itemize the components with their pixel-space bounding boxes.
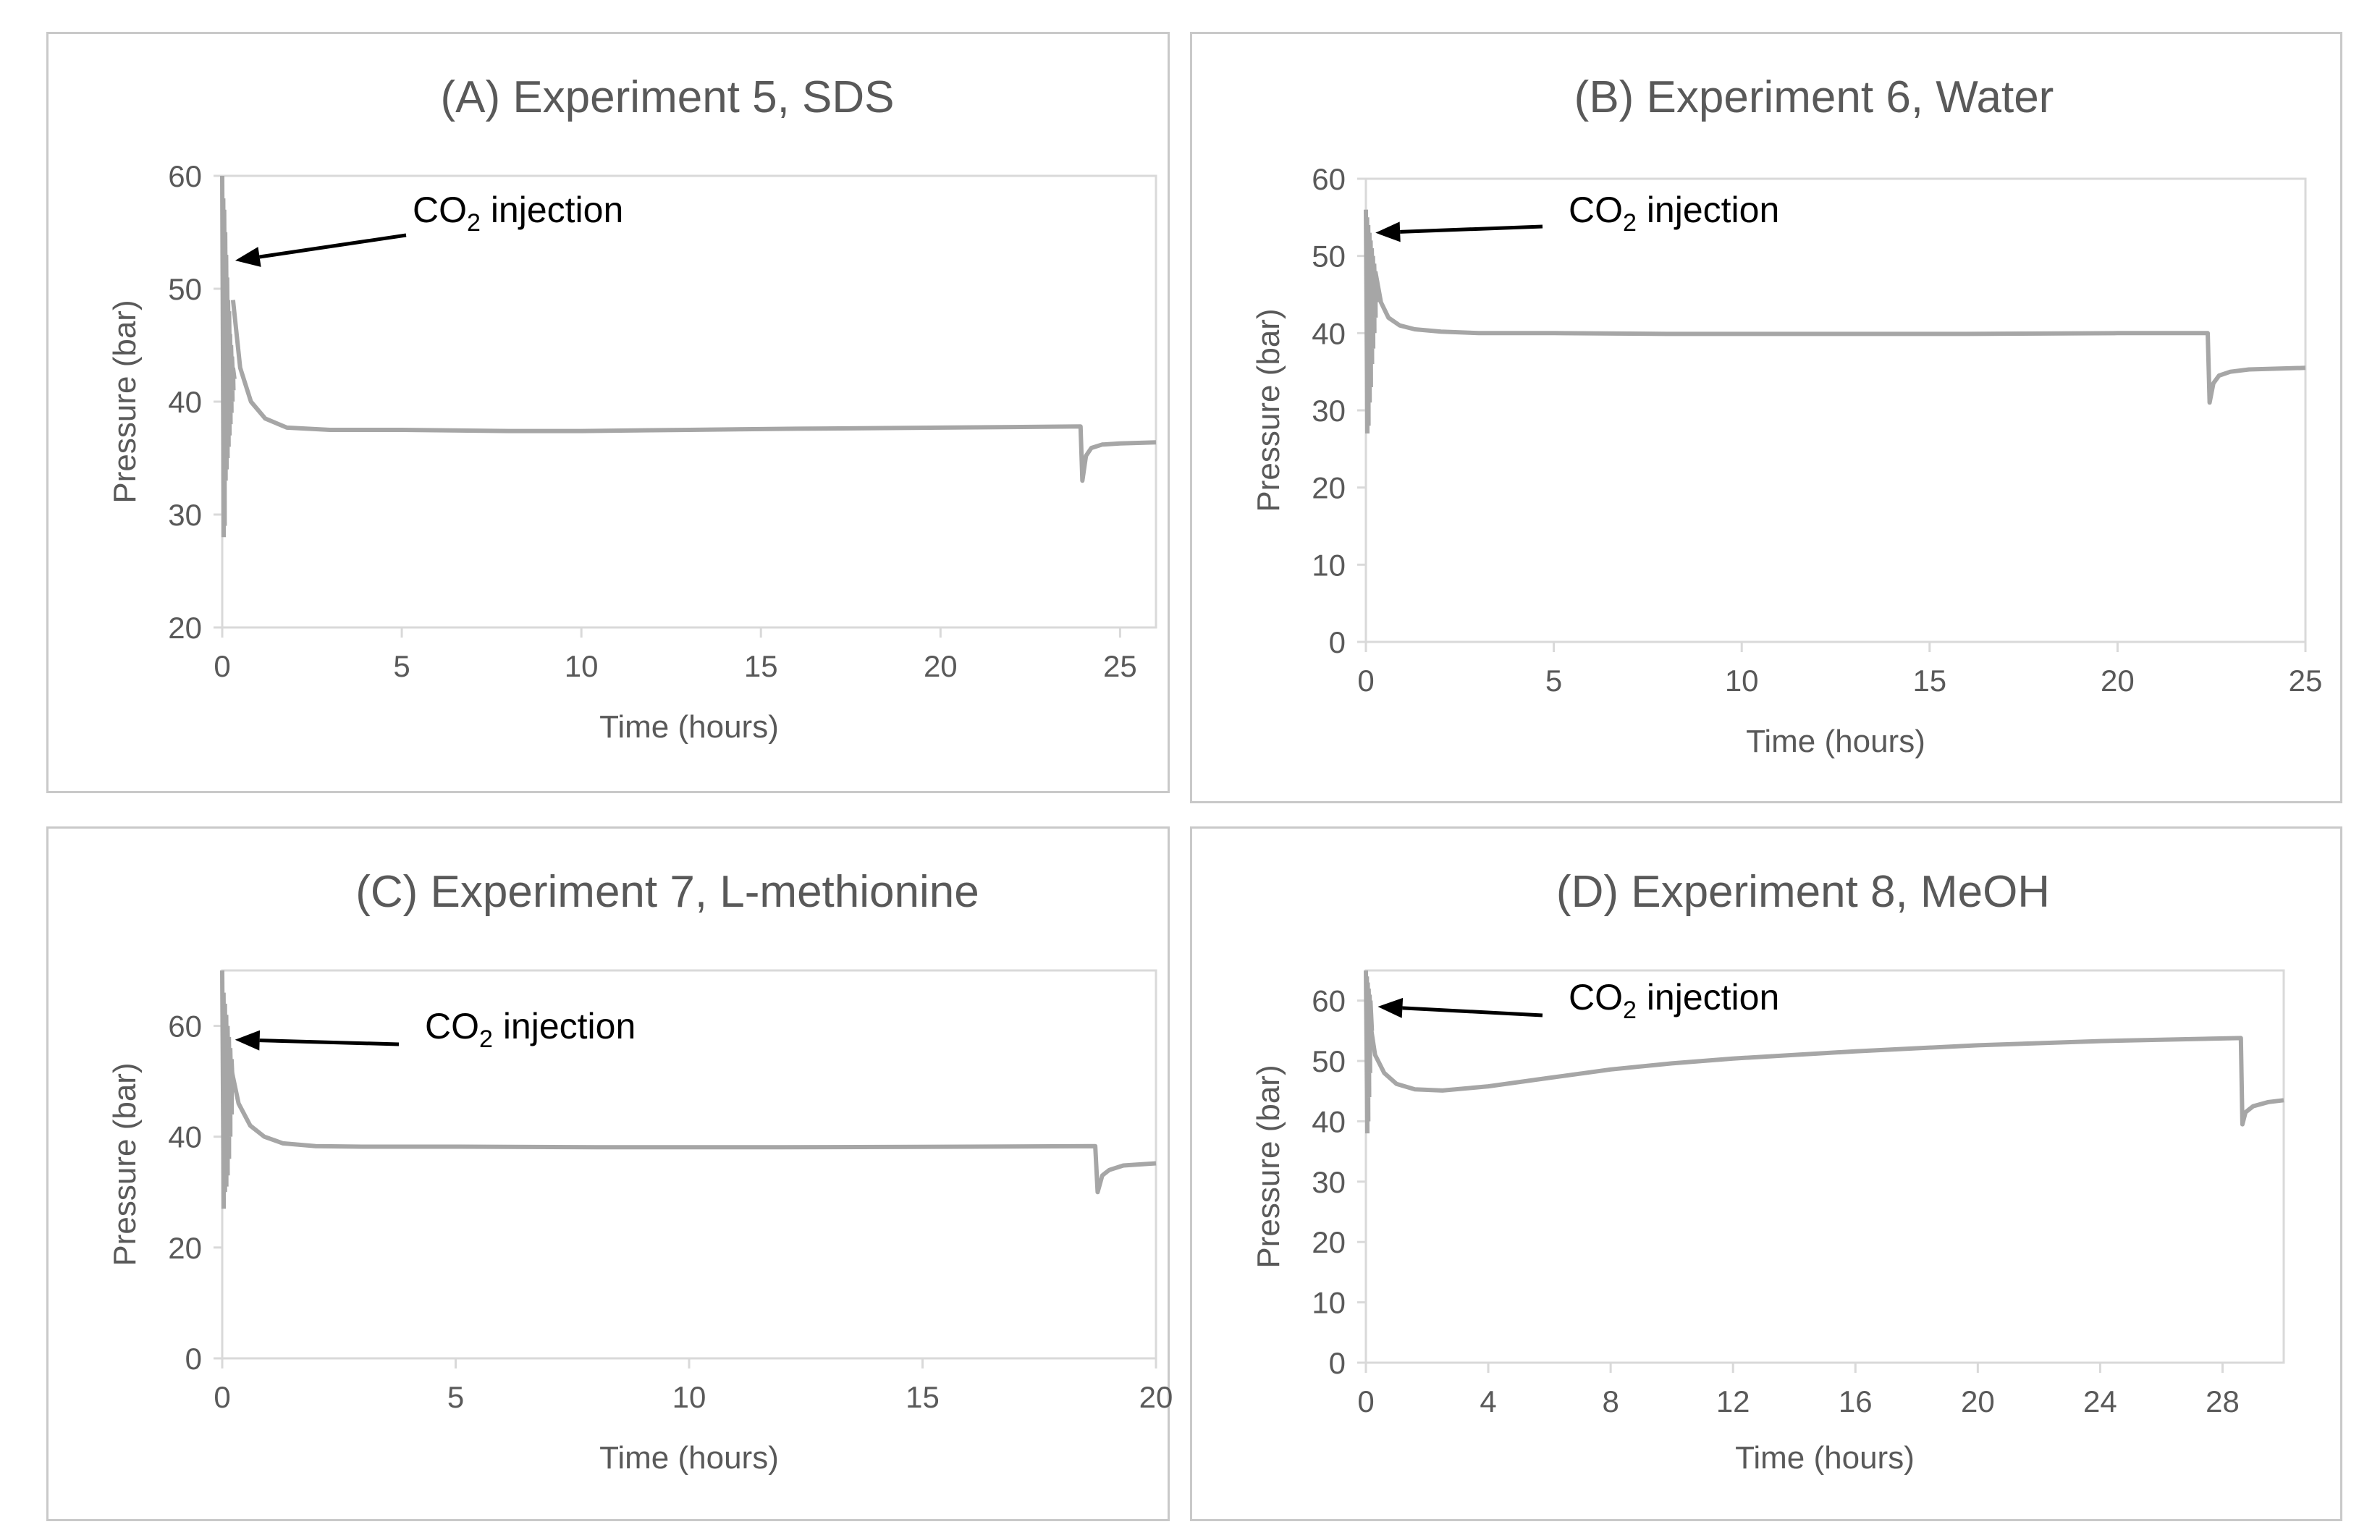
annotation-label-b: CO2 injection	[1569, 190, 1779, 237]
x-tick-label: 25	[1103, 649, 1137, 683]
y-tick-label: 0	[1329, 625, 1346, 659]
x-tick-label: 10	[565, 649, 599, 683]
x-tick-label: 20	[924, 649, 958, 683]
y-tick-label: 20	[1312, 471, 1346, 505]
x-tick-label: 15	[1912, 664, 1946, 698]
y-tick-label: 10	[1312, 1286, 1346, 1320]
chart-a: (A) Experiment 5, SDS 20 30 40 50 60 0 5 10 15 20 2…	[107, 72, 1157, 745]
chart-title-d: (D) Experiment 8, MeOH	[1556, 867, 2050, 917]
plot-area-d	[1364, 969, 2285, 1364]
x-axis-label-c: Time (hours)	[599, 1440, 779, 1476]
x-tick-label: 0	[214, 1380, 230, 1414]
injection-spikes-a	[220, 175, 237, 538]
y-tick-label: 40	[168, 1120, 202, 1154]
y-tick-label: 20	[1312, 1225, 1346, 1259]
y-axis-label-b: Pressure (bar)	[1251, 308, 1286, 512]
y-tick-label: 50	[168, 272, 202, 306]
chart-b: (B) Experiment 6, Water 0 10 20 30 40 50 60 0 5 10…	[1251, 72, 2323, 759]
x-tick-label: 20	[2101, 664, 2135, 698]
annotation-arrow-c	[259, 1038, 400, 1046]
chart-panel-a: (A) Experiment 5, SDS 20 30 40 50 60 0 5 10 15 20 2…	[46, 32, 1170, 793]
plot-area-b	[1364, 177, 2307, 643]
annotation-arrow-a	[259, 233, 407, 259]
annotation-label-a: CO2 injection	[413, 190, 623, 237]
x-tick-label: 15	[906, 1380, 940, 1414]
x-tick-label: 5	[1545, 664, 1562, 698]
chart-panel-d: (D) Experiment 8, MeOH 0 10 20 30 40 50 60 0 4 8 12…	[1190, 826, 2342, 1521]
series-line-c	[229, 1070, 1157, 1195]
annotation-label-d: CO2 injection	[1569, 977, 1779, 1024]
x-tick-label: 0	[1357, 664, 1374, 698]
x-tick-label: 10	[672, 1380, 706, 1414]
x-tick-label: 8	[1602, 1384, 1619, 1418]
annotation-arrowhead-b	[1375, 221, 1401, 242]
y-tick-label: 20	[168, 1231, 202, 1265]
y-axis-label-a: Pressure (bar)	[107, 300, 143, 503]
annotation-arrow-d	[1402, 1006, 1543, 1018]
y-axis-label-d: Pressure (bar)	[1251, 1065, 1286, 1268]
chart-panel-b: (B) Experiment 6, Water 0 10 20 30 40 50 60 0 5 10…	[1190, 32, 2342, 803]
y-axis-label-c: Pressure (bar)	[107, 1062, 143, 1266]
x-tick-label: 12	[1716, 1384, 1750, 1418]
annotation-arrowhead-c	[235, 1030, 261, 1051]
y-tick-label: 60	[1312, 984, 1346, 1018]
chart-c: (C) Experiment 7, L-methionine 0 20 40 60 0 5 1…	[107, 867, 1173, 1476]
annotation-arrow-b	[1400, 224, 1543, 234]
chart-panel-c: (C) Experiment 7, L-methionine 0 20 40 60 0 5 1…	[46, 826, 1173, 1521]
x-axis-label-a: Time (hours)	[599, 709, 779, 745]
x-axis-label-d: Time (hours)	[1735, 1440, 1915, 1476]
x-tick-label: 0	[1357, 1384, 1374, 1418]
y-tick-label: 20	[168, 611, 202, 645]
annotation-label-c: CO2 injection	[425, 1006, 636, 1053]
annotation-arrowhead-d	[1377, 997, 1404, 1018]
chart-title-c: (C) Experiment 7, L-methionine	[355, 867, 979, 917]
series-line-a	[230, 300, 1157, 483]
x-tick-label: 4	[1480, 1384, 1496, 1418]
x-tick-label: 20	[1961, 1384, 1995, 1418]
chart-d: (D) Experiment 8, MeOH 0 10 20 30 40 50 60 0 4 8 12…	[1251, 867, 2285, 1476]
plot-area-a	[221, 174, 1157, 629]
x-tick-label: 5	[447, 1380, 464, 1414]
x-tick-label: 25	[2289, 664, 2323, 698]
y-tick-label: 50	[1312, 1044, 1346, 1078]
chart-title-a: (A) Experiment 5, SDS	[440, 72, 894, 122]
y-tick-label: 0	[185, 1342, 202, 1376]
x-tick-label: 24	[2083, 1384, 2117, 1418]
y-tick-label: 10	[1312, 548, 1346, 582]
y-tick-label: 50	[1312, 240, 1346, 274]
y-tick-label: 60	[168, 159, 202, 193]
x-tick-label: 0	[214, 649, 230, 683]
x-tick-label: 16	[1839, 1384, 1873, 1418]
x-tick-label: 28	[2206, 1384, 2240, 1418]
series-line-b	[1373, 271, 2306, 405]
y-tick-label: 30	[1312, 1165, 1346, 1199]
plot-area-c	[221, 969, 1157, 1360]
y-tick-label: 30	[1312, 394, 1346, 428]
y-tick-label: 40	[1312, 316, 1346, 350]
y-tick-label: 0	[1329, 1346, 1346, 1380]
y-tick-label: 30	[168, 498, 202, 532]
y-tick-label: 60	[1312, 162, 1346, 196]
y-tick-label: 60	[168, 1010, 202, 1044]
x-tick-label: 15	[744, 649, 778, 683]
y-tick-label: 40	[168, 385, 202, 419]
x-tick-label: 5	[393, 649, 410, 683]
injection-spikes-b	[1364, 209, 1379, 434]
injection-spikes-d	[1364, 970, 1375, 1134]
series-line-d	[1368, 1024, 2284, 1127]
chart-title-b: (B) Experiment 6, Water	[1574, 72, 2054, 122]
annotation-arrowhead-a	[235, 247, 261, 267]
y-tick-label: 40	[1312, 1104, 1346, 1138]
x-axis-label-b: Time (hours)	[1746, 724, 1925, 759]
x-tick-label: 20	[1139, 1380, 1173, 1414]
injection-spikes-c	[220, 970, 235, 1209]
x-tick-label: 10	[1725, 664, 1759, 698]
